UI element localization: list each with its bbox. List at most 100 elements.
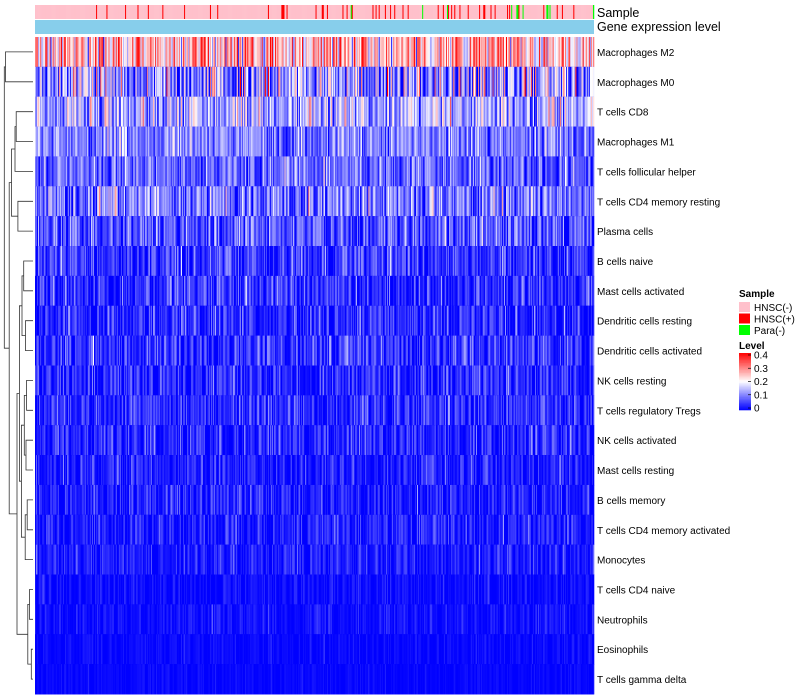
sample-cell [429,5,431,19]
heatmap-cell [196,216,198,247]
heatmap-cell [56,66,59,98]
heatmap-cell [204,186,207,217]
heatmap-cell [344,37,346,68]
heatmap-cell [460,126,462,157]
heatmap-cell [432,96,434,127]
heatmap-cell [276,216,278,247]
heatmap-cell [230,246,232,277]
heatmap-cell [510,96,512,127]
heatmap-cell [508,216,510,247]
heatmap-cell [533,66,536,98]
heatmap-cell [430,66,432,98]
heatmap-cell [484,96,486,127]
heatmap-cell [269,37,272,68]
heatmap-cell [136,96,138,127]
heatmap-cell [202,246,205,277]
heatmap-cell [146,126,149,157]
heatmap-cell [206,37,209,68]
sample-cell [330,5,332,19]
heatmap-cell [520,156,522,187]
sample-cell [225,5,227,19]
heatmap-cell [366,96,368,127]
heatmap-cell [95,96,97,127]
heatmap-cell [52,37,54,68]
heatmap-cell [454,186,456,217]
heatmap-cell [201,216,203,247]
heatmap-cell [306,96,308,127]
heatmap-cell [96,96,98,127]
heatmap-cell [522,37,524,68]
heatmap-cell [224,96,226,127]
heatmap-cell [441,186,444,217]
heatmap-cell [324,126,327,157]
heatmap-cell [531,186,534,217]
heatmap-cell [574,126,576,157]
sample-cell [173,5,175,19]
heatmap-cell [565,186,567,217]
heatmap-cell [221,216,223,247]
heatmap-cell [85,275,88,307]
heatmap-cell [439,126,442,157]
heatmap-cell [419,126,421,157]
heatmap-cell [591,126,594,157]
heatmap-cell [442,96,445,127]
heatmap-cell [106,66,108,98]
sample-cell [83,5,85,19]
heatmap-cell [350,37,353,68]
heatmap-cell [488,186,490,217]
heatmap-cell [226,156,228,187]
heatmap-cell [467,246,470,277]
heatmap-cell [415,156,418,187]
heatmap-cell [212,126,214,157]
heatmap-cell [311,246,313,277]
heatmap-cell [264,126,267,157]
heatmap-cell [403,96,405,127]
heatmap-cell [406,186,408,217]
heatmap-cell [567,126,569,157]
heatmap-cell [545,126,547,157]
heatmap-cell [368,216,370,247]
heatmap-cell [58,186,61,217]
heatmap-cell [216,186,218,217]
heatmap-cell [421,186,423,217]
heatmap-cell [63,246,66,277]
heatmap-cell [76,126,78,157]
heatmap-cell [533,96,536,127]
heatmap-cell [92,275,95,307]
heatmap-cell [314,37,316,68]
heatmap-cell [311,156,313,187]
heatmap-cell [343,246,345,277]
heatmap-cell [483,66,485,98]
heatmap-cell [567,186,569,217]
heatmap-cell [587,96,590,127]
heatmap-cell [269,96,272,127]
heatmap-cell [409,186,412,217]
heatmap-cell [178,37,181,68]
sample-cell [466,5,468,19]
heatmap-cell [319,156,322,187]
heatmap-cell [423,126,425,157]
heatmap-cell [210,156,213,187]
heatmap-cell [340,37,342,68]
heatmap-cell [40,186,42,217]
heatmap-cell [58,37,61,68]
heatmap-cell [574,246,576,277]
heatmap-cell [403,246,405,277]
heatmap-cell [388,66,390,98]
heatmap-cell [119,156,122,187]
heatmap-cell [204,246,207,277]
heatmap-cell [294,96,297,127]
heatmap-cell [444,66,447,98]
heatmap-cell [315,246,317,277]
heatmap-cell [477,186,479,217]
heatmap-cell [407,156,410,187]
heatmap-cell [428,66,430,98]
heatmap-cell [268,246,271,277]
heatmap-cell [287,186,289,217]
heatmap-cell [54,275,57,307]
heatmap-cell [109,96,111,127]
heatmap-cell [398,156,400,187]
heatmap-row [35,216,595,247]
heatmap-cell [96,156,98,187]
heatmap-row [35,186,595,217]
